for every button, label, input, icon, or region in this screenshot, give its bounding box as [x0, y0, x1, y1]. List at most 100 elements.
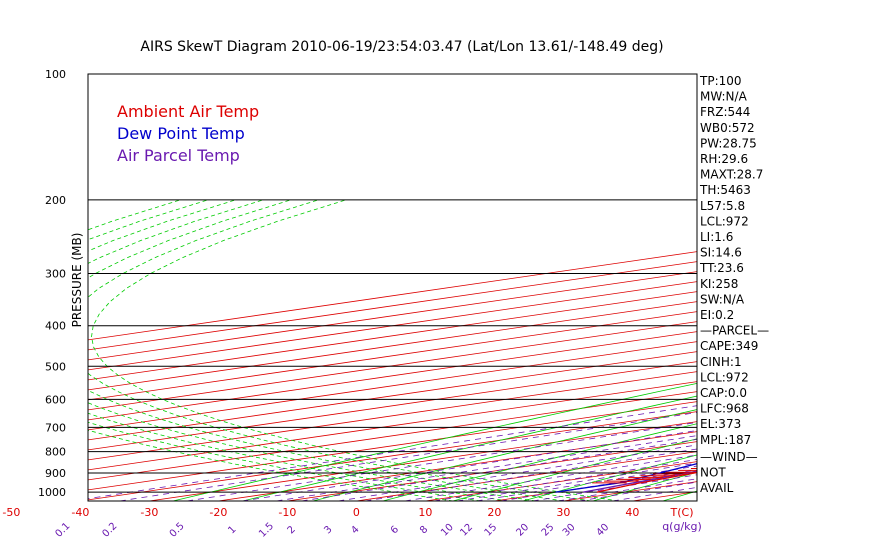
mixing-ratio-tick-label: 10 — [439, 522, 456, 539]
isotherm-line — [88, 381, 697, 471]
bottom-temp-tick-label: 0 — [353, 506, 360, 519]
isotherm-line — [88, 401, 697, 491]
isotherm-line — [88, 411, 697, 501]
dry-adiabat-line — [382, 423, 697, 501]
index-label: MW:N/A — [700, 90, 748, 104]
pressure-tick-label: 300 — [45, 268, 66, 281]
index-label: TP:100 — [699, 74, 742, 88]
isotherm-line — [88, 371, 697, 461]
bottom-temp-tick-label: 20 — [487, 506, 501, 519]
moist-adiabat-line — [88, 199, 481, 501]
moist-adiabat-line — [88, 199, 509, 501]
dry-adiabat-line — [242, 395, 697, 501]
index-label: LCL:972 — [700, 370, 749, 384]
bottom-temp-tick-label: -40 — [71, 506, 89, 519]
index-label: LCL:972 — [700, 214, 749, 228]
mixing-ratio-line — [119, 412, 697, 501]
mixing-ratio-tick-label: 40 — [595, 522, 612, 539]
index-label: WB0:572 — [700, 121, 755, 135]
isotherm-line — [88, 251, 697, 341]
legend-entry: Dew Point Temp — [117, 124, 245, 143]
moist-adiabat-line — [88, 199, 536, 501]
bottom-temp-tick-label: -30 — [140, 506, 158, 519]
mixing-ratio-tick-label: 0.5 — [168, 521, 187, 540]
wind-note-label: AVAIL — [700, 481, 734, 495]
pressure-tick-label: 100 — [45, 68, 66, 81]
pressure-tick-label: 600 — [45, 393, 66, 406]
isotherm-line — [88, 271, 697, 361]
pressure-tick-label: 700 — [45, 421, 66, 434]
bottom-temp-tick-label: -10 — [278, 506, 296, 519]
mixing-ratio-tick-label: 8 — [418, 524, 430, 536]
mixing-ratio-tick-label: 25 — [540, 522, 557, 539]
mixing-ratio-line — [88, 405, 697, 500]
pressure-tick-label: 800 — [45, 446, 66, 459]
index-label: RH:29.6 — [700, 152, 748, 166]
mixing-ratio-line — [457, 462, 697, 501]
isotherm-line — [88, 261, 697, 351]
mixing-ratio-tick-label: 15 — [483, 522, 500, 539]
mixing-ratio-line — [186, 421, 697, 501]
mixing-ratio-line — [242, 430, 697, 501]
index-label: TT:23.6 — [699, 261, 744, 275]
index-label: CAP:0.0 — [700, 386, 747, 400]
isotherm-line — [770, 74, 870, 501]
wind-note-label: —WIND— — [700, 450, 758, 464]
bottom-temp-tick-label: -20 — [209, 506, 227, 519]
mixing-unit-label: q(g/kg) — [662, 520, 702, 533]
mixing-ratio-line — [276, 435, 697, 501]
isotherm-line — [88, 391, 697, 481]
moist-adiabat-line — [88, 199, 564, 501]
mixing-ratio-tick-label: 0.2 — [100, 521, 119, 540]
mixing-ratio-tick-label: 1.5 — [257, 521, 276, 540]
mixing-ratio-tick-label: 2 — [286, 524, 298, 536]
moist-adiabat-line — [88, 199, 592, 501]
mixing-ratio-tick-label: 12 — [458, 522, 475, 539]
legend-entry: Ambient Air Temp — [117, 102, 259, 121]
moist-adiabat-line — [88, 199, 454, 501]
mixing-ratio-tick-label: 0.1 — [53, 521, 72, 540]
mixing-ratio-tick-label: 3 — [322, 524, 334, 536]
bottom-temp-tick-label: -50 — [2, 506, 20, 519]
series-line-dew-point-temp — [555, 463, 697, 493]
pressure-tick-label: 1000 — [38, 486, 66, 499]
legend-entry: Air Parcel Temp — [117, 146, 240, 165]
mixing-ratio-tick-label: 20 — [514, 522, 531, 539]
mixing-ratio-tick-label: 1 — [226, 524, 238, 536]
pressure-tick-label: 900 — [45, 467, 66, 480]
isotherm-line — [149, 421, 697, 501]
index-label: CAPE:349 — [700, 339, 758, 353]
dry-adiabat-line — [522, 454, 697, 501]
index-label: LFC:968 — [700, 402, 749, 416]
index-label: LI:1.6 — [700, 230, 733, 244]
index-label: PW:28.75 — [700, 136, 757, 150]
index-label: CINH:1 — [700, 355, 742, 369]
mixing-ratio-tick-label: 4 — [349, 524, 361, 536]
index-label: TH:5463 — [699, 183, 751, 197]
bottom-temp-tick-label: 10 — [418, 506, 432, 519]
pressure-tick-label: 400 — [45, 320, 66, 333]
index-label: MPL:187 — [700, 433, 751, 447]
dry-adiabat-line — [662, 490, 697, 501]
isotherm-line — [494, 471, 697, 501]
index-label: —PARCEL— — [700, 324, 769, 338]
moist-adiabat-line — [91, 199, 619, 501]
index-label: SW:N/A — [700, 292, 745, 306]
index-label: MAXT:28.7 — [700, 168, 763, 182]
isotherm-line — [88, 281, 697, 371]
dry-adiabat-line — [312, 409, 697, 501]
index-label: SI:14.6 — [700, 246, 742, 260]
index-label: EI:0.2 — [700, 308, 734, 322]
temp-unit-label: T(C) — [670, 506, 694, 519]
index-label: FRZ:544 — [700, 105, 750, 119]
bottom-temp-tick-label: 40 — [625, 506, 639, 519]
bottom-temp-tick-label: 30 — [556, 506, 570, 519]
mixing-ratio-tick-label: 6 — [389, 524, 401, 536]
dry-adiabat-line — [803, 74, 870, 501]
pressure-tick-label: 200 — [45, 194, 66, 207]
mixing-ratio-tick-label: 30 — [561, 522, 578, 539]
isotherm-line — [356, 451, 697, 501]
index-label: L57:5.8 — [700, 199, 745, 213]
pressure-tick-label: 500 — [45, 360, 66, 373]
